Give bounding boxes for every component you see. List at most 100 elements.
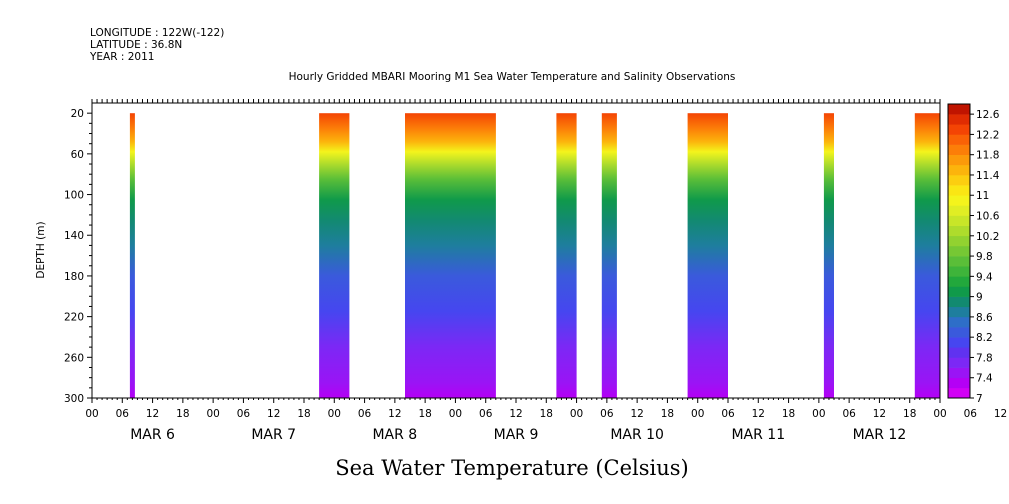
colorbar-cell [948,276,970,287]
x-tick-label: 00 [206,408,219,420]
colorbar-label: 10.2 [976,231,999,243]
year-label: YEAR : 2011 [89,51,154,63]
x-tick-label: 12 [630,408,643,420]
x-tick-label: 00 [328,408,341,420]
colorbar-cell [948,306,970,318]
colorbar-label: 11.4 [976,170,1000,182]
y-tick-label: 180 [64,271,84,283]
x-tick-label: 18 [176,408,189,420]
data-segment-0 [129,113,135,398]
colorbar-cell [948,144,970,155]
colorbar-label: 7.8 [976,352,993,364]
colorbar-cell [948,387,970,399]
colorbar-label: 12.2 [976,129,999,141]
x-tick-label: 12 [873,408,886,420]
colorbar-cell [948,377,970,389]
colorbar-label: 11 [976,190,989,202]
x-tick-label: 00 [812,408,825,420]
x-day-label: MAR 9 [494,427,539,443]
x-day-label: MAR 12 [853,427,907,443]
colorbar-cell [948,205,970,216]
colorbar-caption: Sea Water Temperature (Celsius) [335,456,689,480]
colorbar-cell [948,185,970,196]
colorbar-cell [948,164,970,176]
x-tick-label: 12 [267,408,280,420]
y-tick-label: 300 [64,393,84,405]
longitude-label: LONGITUDE : 122W(-122) [90,27,224,39]
y-tick-label: 260 [64,352,84,364]
colorbar-cell [948,154,970,166]
colorbar-label: 9 [976,292,983,304]
colorbar-cell [948,367,970,379]
x-tick-label: 18 [297,408,310,420]
x-tick-label: 12 [388,408,401,420]
colorbar-cell [948,114,970,125]
x-tick-label: 18 [661,408,674,420]
x-tick-label: 18 [903,408,916,420]
x-tick-label: 12 [146,408,159,420]
x-tick-label: 06 [842,408,856,420]
colorbar-frame [947,103,971,399]
y-tick-label: 60 [71,149,84,161]
y-tick-label: 220 [64,312,84,324]
colorbar-cell [948,195,970,206]
colorbar-cell [948,296,970,308]
latitude-label: LATITUDE : 36.8N [90,39,182,51]
colorbar-cell [948,104,970,115]
colorbar-cell [948,347,970,358]
colorbar-cell [948,245,970,257]
x-tick-label: 00 [449,408,462,420]
x-day-label: MAR 7 [251,427,296,443]
data-segment-7 [914,113,940,398]
x-tick-label: 06 [721,408,735,420]
colorbar-label: 9.4 [976,271,993,283]
colorbar-label: 11.8 [976,150,999,162]
data-segment-1 [319,113,350,398]
x-tick-label: 12 [509,408,522,420]
colorbar-cell [948,266,970,277]
x-tick-label: 00 [85,408,98,420]
x-tick-label: 00 [933,408,946,420]
colorbar-cell [948,316,970,328]
x-day-label: MAR 8 [372,427,417,443]
data-segment-4 [601,113,617,398]
x-tick-label: 18 [418,408,431,420]
colorbar-cell [948,337,970,348]
plot-frame [91,102,941,399]
colorbar-label: 8.6 [976,312,993,324]
colorbar-label: 8.2 [976,332,993,344]
data-segment-5 [687,113,728,398]
colorbar-label: 7 [976,393,983,405]
x-tick-label: 18 [782,408,795,420]
x-day-label: MAR 10 [610,427,664,443]
x-tick-label: 00 [691,408,704,420]
colorbar-cell [948,286,970,297]
colorbar: 7 7.4 7.8 8.2 8.6 9 9.4 9.8 10.2 10.6 11 11.4 11.8 12… [947,103,1000,405]
x-tick-label: 12 [752,408,765,420]
colorbar-cell [948,357,970,368]
data-segment-2 [405,113,496,398]
colorbar-label: 12.6 [976,109,1000,121]
x-tick-label: 06 [964,408,978,420]
chart-title: Hourly Gridded MBARI Mooring M1 Sea Wate… [289,71,736,83]
top-minor-ticks [91,99,941,103]
x-tick-label: 12 [994,408,1007,420]
colorbar-cell [948,327,970,338]
colorbar-cell [948,256,970,267]
y-tick-label: 20 [71,108,84,120]
x-tick-label: 06 [479,408,493,420]
data-segments [129,113,940,398]
x-tick-label: 18 [540,408,553,420]
colorbar-label: 9.8 [976,251,993,263]
y-tick-label: 140 [64,230,84,242]
colorbar-cell [948,235,970,247]
colorbar-cell [948,124,970,135]
x-axis: 00 06 12 18 00 06 12 18 00 06 12 18 00 06 12 18 00 06 12 18… [85,398,1007,443]
x-tick-label: 06 [237,408,251,420]
y-tick-label: 100 [64,190,84,202]
colorbar-cell [948,215,970,226]
colorbar-cell [948,174,970,186]
colorbar-label: 7.4 [976,373,993,385]
x-day-label: MAR 11 [731,427,785,443]
